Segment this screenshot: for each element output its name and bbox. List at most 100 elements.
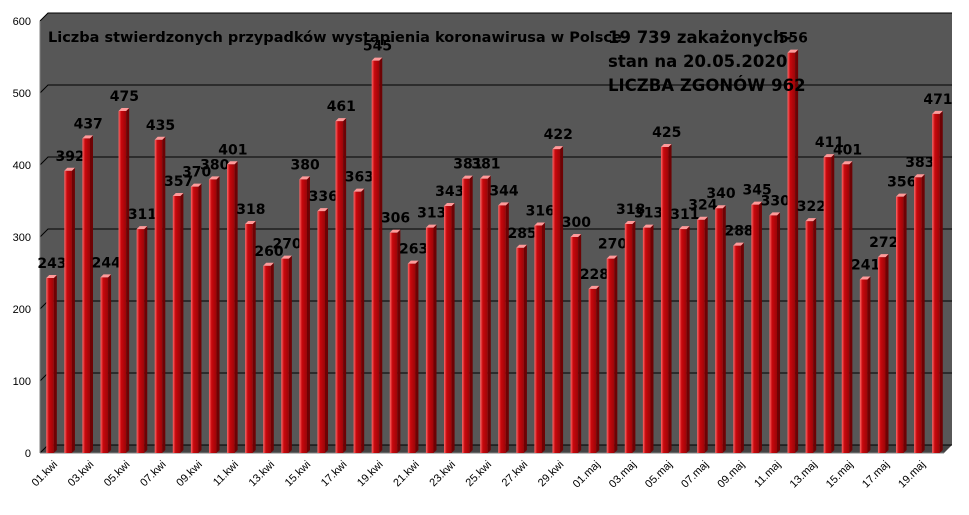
- bar-side: [758, 201, 762, 453]
- x-tick-label: 15.kwi: [283, 459, 314, 490]
- bar-top: [353, 188, 365, 192]
- bar: [389, 232, 398, 453]
- bar-side: [198, 183, 202, 453]
- bar-top: [534, 222, 545, 226]
- data-label: 285: [508, 226, 537, 242]
- data-label: 311: [670, 207, 699, 223]
- bar-top: [697, 216, 708, 220]
- data-label: 288: [724, 224, 753, 240]
- bar-top: [552, 146, 564, 150]
- data-label: 411: [815, 135, 844, 151]
- data-label: 300: [562, 215, 591, 231]
- data-label: 392: [56, 149, 85, 165]
- bar-side: [505, 202, 509, 453]
- bar-top: [769, 212, 781, 216]
- data-label: 380: [200, 157, 229, 173]
- bar-side: [252, 221, 256, 453]
- bar: [624, 224, 633, 453]
- bar-top: [498, 202, 509, 206]
- data-label: 401: [218, 142, 247, 158]
- bar-top: [208, 176, 220, 180]
- bar-top: [154, 136, 166, 140]
- bar: [697, 219, 705, 453]
- x-tick-label: 05.maj: [643, 459, 675, 491]
- bar: [245, 224, 253, 453]
- bar: [841, 164, 850, 453]
- data-label: 324: [688, 198, 717, 214]
- bar-side: [162, 136, 166, 454]
- data-label: 401: [833, 142, 862, 158]
- data-label: 322: [797, 199, 826, 215]
- bar-top: [480, 175, 491, 179]
- bar: [227, 164, 235, 453]
- bar-top: [841, 161, 853, 165]
- bar: [896, 196, 904, 453]
- bar-top: [46, 275, 57, 279]
- x-tick-label: 27.kwi: [500, 459, 531, 490]
- data-label: 313: [634, 206, 663, 222]
- gridline: [39, 12, 952, 22]
- x-tick-label: 29.kwi: [536, 459, 567, 490]
- bar: [46, 278, 54, 453]
- y-tick-label: 200: [13, 304, 31, 316]
- data-label: 241: [851, 257, 880, 273]
- bar-top: [679, 226, 690, 230]
- data-label: 556: [779, 31, 808, 47]
- bar-side: [686, 226, 690, 453]
- data-label: 272: [869, 235, 898, 251]
- data-label: 370: [182, 165, 211, 181]
- data-label: 343: [435, 184, 464, 200]
- data-label: 545: [363, 39, 392, 55]
- data-label: 244: [92, 255, 121, 271]
- bar-top: [190, 183, 202, 187]
- data-label: 243: [37, 256, 66, 272]
- bar: [588, 288, 597, 453]
- y-tick-label: 300: [13, 232, 31, 244]
- bar-side: [361, 188, 365, 453]
- data-label: 270: [598, 237, 627, 253]
- y-tick-label: 400: [13, 160, 31, 172]
- bar: [805, 221, 814, 453]
- data-label: 475: [110, 89, 139, 105]
- bar-side: [921, 174, 925, 454]
- bar-top: [751, 201, 762, 205]
- bar: [769, 215, 778, 453]
- info-annotation: 19 739 zakażonych- stan na 20.05.2020 LI…: [608, 26, 806, 98]
- bar-top: [859, 276, 871, 280]
- data-label: 380: [291, 157, 320, 173]
- bar-side: [89, 135, 93, 454]
- data-label: 422: [544, 127, 573, 143]
- bar-side: [903, 193, 907, 453]
- info-line-deaths: LICZBA ZGONÓW 962: [608, 76, 806, 95]
- x-tick-label: 19.kwi: [355, 459, 386, 490]
- bar-side: [722, 205, 726, 453]
- bar-side: [415, 260, 419, 453]
- bar-top: [172, 192, 184, 196]
- data-label: 437: [74, 116, 103, 132]
- data-label: 435: [146, 118, 175, 134]
- data-label: 306: [381, 211, 410, 227]
- bar: [299, 179, 307, 453]
- bar-side: [885, 254, 889, 453]
- bar-top: [570, 234, 582, 237]
- bar: [859, 279, 868, 453]
- info-line-date: stan na 20.05.2020: [608, 52, 788, 71]
- bar: [335, 121, 344, 453]
- bar-top: [896, 193, 907, 197]
- y-tick-label: 600: [13, 16, 31, 28]
- bar: [208, 179, 217, 453]
- bar-top: [805, 218, 817, 222]
- x-tick-label: 07.maj: [679, 459, 711, 491]
- bar-top: [877, 254, 889, 258]
- data-label: 344: [489, 183, 518, 199]
- data-label: 345: [743, 183, 772, 199]
- bar-top: [516, 244, 527, 248]
- bar-top: [462, 175, 473, 179]
- x-tick-label: 19.maj: [896, 459, 928, 491]
- bar-side: [180, 192, 184, 453]
- data-label: 425: [652, 125, 681, 141]
- bar-top: [118, 108, 130, 111]
- x-tick-label: 03.maj: [607, 459, 639, 491]
- bar: [425, 227, 434, 453]
